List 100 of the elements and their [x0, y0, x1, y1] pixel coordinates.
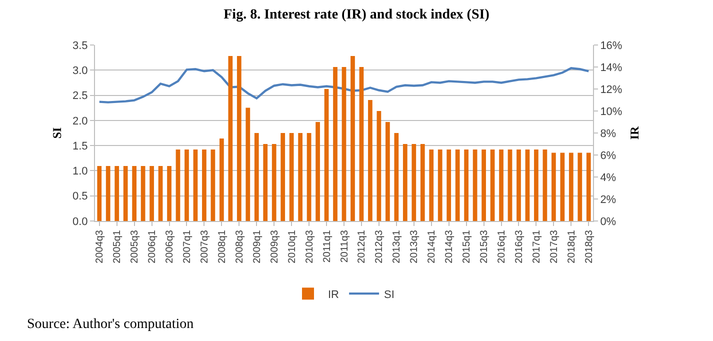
x-tick-label: 2007q3 — [199, 230, 210, 264]
bar — [97, 166, 102, 221]
line-series — [98, 67, 590, 104]
bar — [306, 133, 312, 221]
x-tick-label: 2010q1 — [286, 230, 298, 264]
y2-tick-label: 14% — [600, 62, 622, 74]
y-tick-label: 3.5 — [72, 40, 88, 52]
bar — [429, 150, 434, 221]
bar — [150, 166, 154, 221]
y2-tick-label: 10% — [600, 106, 622, 118]
x-tick-label: 2017q1 — [531, 230, 542, 264]
x-tick-label: 2018q3 — [584, 230, 595, 264]
x-tick-label: 2009q1 — [252, 230, 263, 264]
bar — [542, 150, 548, 221]
x-tick-label: 2012q3 — [374, 230, 386, 264]
x-tick-label: 2018q1 — [566, 230, 578, 264]
bar — [324, 89, 329, 221]
y-tick-label: 2.0 — [72, 115, 88, 128]
x-tick-label: 2008q1 — [216, 230, 228, 264]
y2-tick-label: 8% — [600, 128, 616, 140]
y-tick-label: 0.5 — [72, 190, 88, 203]
bar — [289, 133, 294, 221]
bar — [472, 150, 478, 221]
x-tick-label: 2015q1 — [462, 230, 473, 264]
bar — [184, 150, 189, 221]
bar — [342, 67, 346, 221]
y-tick-label: 1.5 — [72, 140, 88, 152]
bar — [464, 150, 468, 221]
bar — [263, 144, 268, 221]
bar — [386, 122, 390, 221]
y2-tick-label: 12% — [600, 84, 622, 96]
bar — [246, 108, 250, 221]
x-tick-label: 2007q1 — [182, 230, 193, 264]
y2-tick-label: 6% — [600, 150, 616, 162]
x-tick-label: 2016q3 — [514, 230, 525, 264]
bar — [158, 166, 163, 221]
bar — [525, 150, 530, 221]
bar — [236, 56, 242, 221]
bar — [333, 67, 338, 221]
x-tick-label: 2008q3 — [234, 230, 246, 264]
bar — [482, 150, 486, 221]
y-tick-label: 3.0 — [72, 64, 88, 77]
bar — [140, 166, 146, 221]
y-axis-title: SI — [50, 127, 64, 139]
x-tick-label: 2005q1 — [112, 230, 124, 264]
x-tick-label: 2017q3 — [548, 230, 560, 264]
bar — [516, 150, 521, 221]
bar — [167, 166, 172, 221]
x-tick-label: 2006q1 — [147, 230, 158, 264]
bar — [272, 144, 276, 221]
y-tick-label: 0.0 — [72, 216, 88, 228]
bar — [359, 67, 364, 221]
bar — [210, 150, 216, 221]
bar — [368, 100, 372, 221]
bar — [220, 138, 224, 221]
bar — [455, 150, 460, 221]
bar — [420, 144, 425, 221]
x-tick-label: 2014q3 — [444, 230, 456, 264]
bar — [193, 150, 198, 221]
bar — [228, 56, 233, 221]
bar — [106, 166, 110, 221]
bar — [438, 150, 442, 221]
bar — [176, 150, 180, 221]
legend-label: SI — [384, 288, 394, 301]
x-tick-label: 2006q3 — [164, 230, 176, 264]
bar — [552, 152, 556, 221]
bar — [490, 150, 495, 221]
bar — [586, 152, 591, 221]
bar — [316, 122, 320, 221]
bar — [412, 144, 416, 221]
bar — [298, 133, 302, 221]
bar — [508, 150, 512, 221]
bar — [402, 144, 408, 221]
y2-tick-label: 4% — [600, 172, 616, 184]
y2-tick-label: 0% — [600, 216, 616, 228]
bar — [114, 166, 120, 221]
y-tick-label: 2.5 — [72, 90, 88, 102]
bar — [350, 56, 355, 221]
x-tick-label: 2011q3 — [339, 230, 350, 263]
y2-tick-label: 16% — [600, 40, 622, 52]
x-tick-label: 2014q1 — [426, 230, 438, 264]
bar — [123, 166, 128, 221]
x-tick-label: 2011q1 — [322, 230, 333, 263]
x-tick-label: 2004q3 — [94, 230, 106, 264]
x-tick-label: 2012q1 — [356, 230, 368, 264]
x-tick-label: 2013q3 — [409, 230, 420, 264]
bar — [568, 152, 574, 221]
bar — [202, 150, 206, 221]
x-tick-label: 2015q3 — [479, 230, 490, 264]
bar — [132, 166, 136, 221]
x-tick-label: 2010q3 — [304, 230, 316, 264]
x-tick-label: 2013q1 — [392, 230, 403, 264]
source-note: Source: Author's computation — [27, 317, 194, 332]
bar — [578, 152, 582, 221]
y2-tick-label: 2% — [600, 194, 616, 206]
x-tick-label: 2016q1 — [496, 230, 508, 264]
bar — [280, 133, 286, 221]
bar — [499, 150, 504, 221]
legend-label: IR — [328, 288, 340, 301]
bar — [560, 152, 565, 221]
